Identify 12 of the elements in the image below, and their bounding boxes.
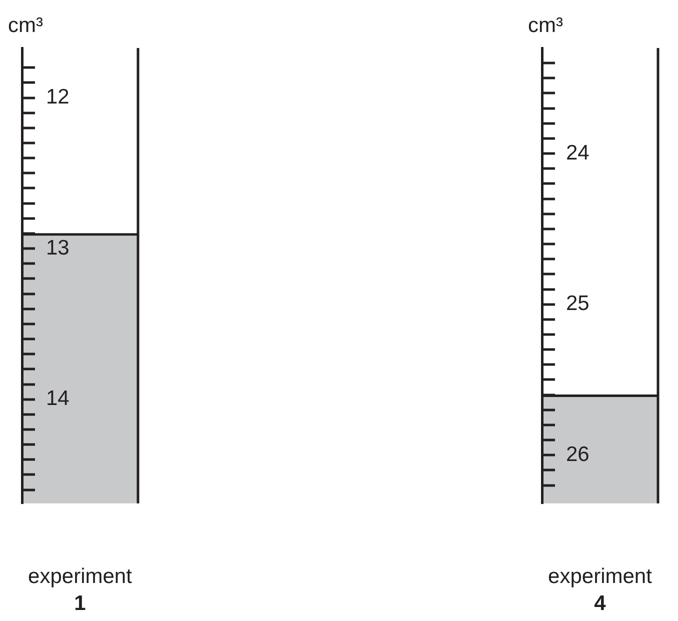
y-axis-title: cm³ <box>8 14 43 38</box>
x-axis-title: experiment <box>547 565 653 589</box>
y-tick-label: 14 <box>46 387 70 410</box>
y-tick-label: 24 <box>566 141 590 164</box>
x-tick-label: 4 <box>593 592 607 616</box>
y-tick-label: 25 <box>566 292 590 316</box>
y-tick-label: 26 <box>566 442 590 466</box>
y-tick-label: 13 <box>46 236 70 260</box>
y-tick-label: 12 <box>46 86 70 109</box>
x-tick-label: 1 <box>73 592 87 616</box>
y-axis-title: cm³ <box>528 14 563 38</box>
x-axis-title: experiment <box>27 565 133 589</box>
